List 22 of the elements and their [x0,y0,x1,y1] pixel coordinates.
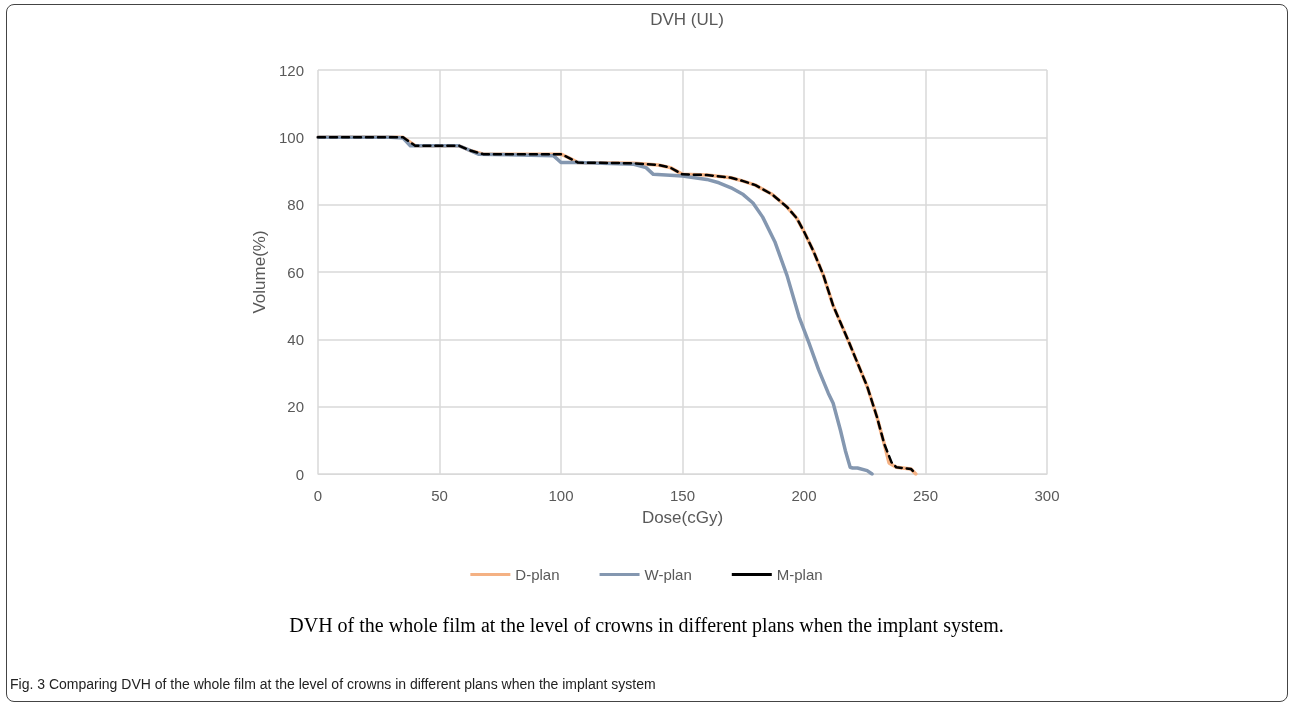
legend-label: W-plan [644,566,692,583]
y-tick-label: 120 [278,61,304,79]
caption: Fig. 3 Comparing DVH of the whole film at the level of crowns in different plans when the implant system [10,676,656,692]
y-tick-label: 0 [295,465,304,483]
y-tick-label: 40 [287,330,304,348]
y-tick-label: 20 [287,398,304,416]
y-tick-label: 100 [278,128,304,146]
y-tick-label: 60 [287,263,304,281]
legend-label: M-plan [776,566,823,583]
x-tick-label: 200 [791,487,817,504]
x-tick-label: 0 [313,487,323,504]
x-tick-label: 300 [1034,487,1060,504]
x-tick-label: 100 [548,487,574,504]
x-axis-title: Dose(cGy) [641,508,724,527]
chart-title: DVH (UL) [650,10,724,29]
x-tick-label: 250 [912,487,939,504]
y-tick-label: 80 [287,196,304,214]
legend-label: D-plan [515,566,560,583]
x-tick-label: 50 [431,487,448,504]
x-tick-label: 150 [669,487,696,504]
y-axis-title: Volume(%) [250,230,269,314]
text: DVH of the whole film at the level of crowns in different plans when the implant system. [288,614,1005,637]
